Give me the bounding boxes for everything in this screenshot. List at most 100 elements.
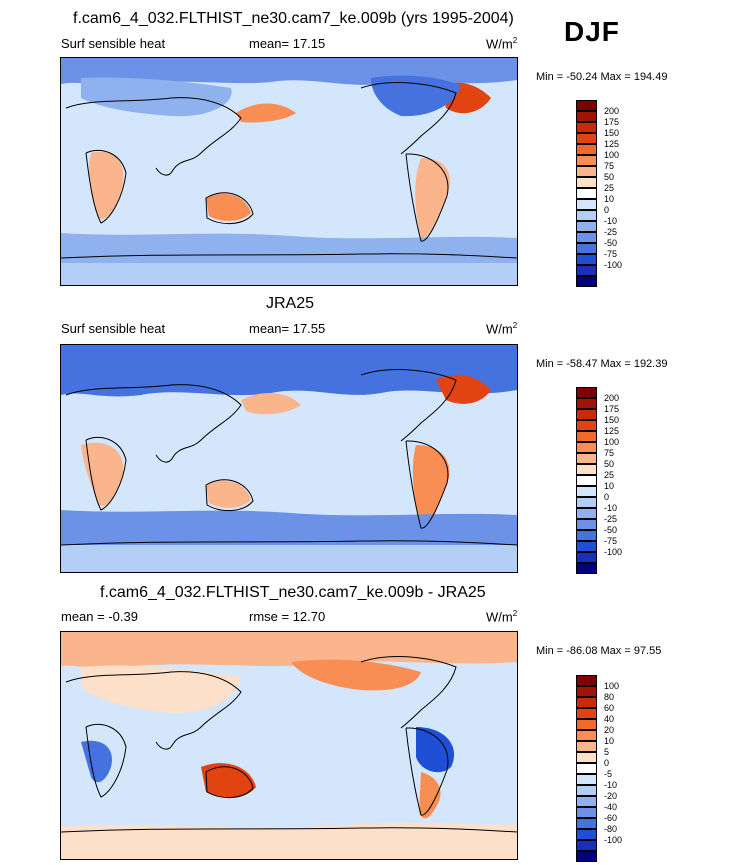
colorbar-swatch: [576, 387, 597, 398]
colorbar-swatch: [576, 563, 597, 574]
colorbar-swatch: [576, 188, 597, 199]
panel-3-rmse-label: rmse = 12.70: [249, 609, 326, 624]
colorbar-swatch: [576, 541, 597, 552]
colorbar-tick-label: 0: [604, 492, 610, 502]
colorbar-tick-label: 60: [604, 703, 615, 713]
colorbar-tick-label: -25: [604, 227, 618, 237]
colorbar-swatch: [576, 508, 597, 519]
colorbar-swatch: [576, 100, 597, 111]
colorbar-swatch: [576, 719, 597, 730]
panel-2-title: JRA25: [266, 295, 315, 312]
colorbar-tick-label: -25: [604, 514, 618, 524]
panel-3-colorbar: 100 80 60 40 20 10 5 0 -5 -10 -20 -40 -60 -80 -100: [576, 675, 636, 862]
colorbar-swatch: [576, 276, 597, 287]
colorbar-swatch: [576, 122, 597, 133]
colorbar-tick-label: -20: [604, 791, 618, 801]
panel-2-map: [60, 344, 518, 573]
colorbar-tick-label: 125: [604, 426, 620, 436]
colorbar-swatch: [576, 818, 597, 829]
colorbar-tick-label: 5: [604, 747, 610, 757]
colorbar-swatch: [576, 807, 597, 818]
panel-2-variable-label: Surf sensible heat: [61, 321, 166, 336]
colorbar-tick-label: 150: [604, 128, 620, 138]
panel-1-map-svg: [61, 58, 517, 285]
panel-3-map: [60, 631, 518, 860]
panel-1-units: W/m2: [486, 36, 518, 52]
colorbar-tick-label: 150: [604, 415, 620, 425]
panel-1-map: [60, 57, 518, 286]
colorbar-swatch: [576, 210, 597, 221]
colorbar-tick-label: 50: [604, 459, 615, 469]
colorbar-tick-label: -100: [604, 835, 623, 845]
colorbar-tick-label: 20: [604, 725, 615, 735]
colorbar-tick-label: -100: [604, 547, 623, 557]
colorbar-swatch: [576, 144, 597, 155]
colorbar-tick-label: -40: [604, 802, 618, 812]
colorbar-swatch: [576, 232, 597, 243]
colorbar-swatch: [576, 796, 597, 807]
colorbar-swatch: [576, 829, 597, 840]
colorbar-swatch: [576, 442, 597, 453]
colorbar-tick-label: 80: [604, 692, 615, 702]
colorbar-tick-label: 10: [604, 736, 615, 746]
colorbar-tick-label: 200: [604, 393, 620, 403]
colorbar-tick-label: 25: [604, 470, 615, 480]
colorbar-tick-label: -50: [604, 238, 618, 248]
colorbar-swatch: [576, 166, 597, 177]
colorbar-swatch: [576, 453, 597, 464]
colorbar-swatch: [576, 431, 597, 442]
colorbar-swatch: [576, 111, 597, 122]
panel-1-title: f.cam6_4_032.FLTHIST_ne30.cam7_ke.009b (…: [73, 10, 514, 27]
colorbar-swatch: [576, 464, 597, 475]
colorbar-swatch: [576, 752, 597, 763]
colorbar-swatch: [576, 530, 597, 541]
colorbar-swatch: [576, 420, 597, 431]
colorbar-tick-label: -75: [604, 249, 618, 259]
colorbar-tick-label: 200: [604, 106, 620, 116]
colorbar-swatch: [576, 486, 597, 497]
colorbar-swatch: [576, 254, 597, 265]
colorbar-swatch: [576, 519, 597, 530]
colorbar-tick-label: 0: [604, 205, 610, 215]
colorbar-tick-label: -5: [604, 769, 613, 779]
colorbar-tick-label: -50: [604, 525, 618, 535]
panel-3-map-svg: [61, 632, 517, 859]
panel-3-minmax: Min = -86.08 Max = 97.55: [536, 645, 662, 657]
colorbar-tick-label: 125: [604, 139, 620, 149]
colorbar-swatch: [576, 497, 597, 508]
colorbar-tick-label: 100: [604, 681, 620, 691]
colorbar-tick-label: -10: [604, 780, 618, 790]
panel-1-mean-label: mean= 17.15: [249, 36, 326, 51]
colorbar-tick-label: 75: [604, 448, 615, 458]
colorbar-tick-label: -60: [604, 813, 618, 823]
panel-2-units: W/m2: [486, 321, 518, 337]
colorbar-tick-label: 100: [604, 150, 620, 160]
colorbar-swatch: [576, 708, 597, 719]
colorbar-tick-label: -10: [604, 503, 618, 513]
colorbar-swatch: [576, 199, 597, 210]
panel-3-title: f.cam6_4_032.FLTHIST_ne30.cam7_ke.009b -…: [100, 584, 486, 601]
colorbar-swatch: [576, 741, 597, 752]
panel-1-variable-label: Surf sensible heat: [61, 36, 166, 51]
colorbar-swatch: [576, 697, 597, 708]
panel-1-minmax: Min = -50.24 Max = 194.49: [536, 71, 668, 83]
panel-2-map-svg: [61, 345, 517, 572]
colorbar-swatch: [576, 763, 597, 774]
colorbar-tick-label: 100: [604, 437, 620, 447]
colorbar-tick-label: -100: [604, 260, 623, 270]
colorbar-swatch: [576, 686, 597, 697]
colorbar-swatch: [576, 851, 597, 862]
colorbar-tick-label: 50: [604, 172, 615, 182]
colorbar-swatch: [576, 552, 597, 563]
colorbar-swatch: [576, 398, 597, 409]
colorbar-swatch: [576, 409, 597, 420]
colorbar-tick-label: 175: [604, 404, 620, 414]
panel-2-colorbar: 200 175 150 125 100 75 50 25 10 0 -10 -25 -50 -75 -100: [576, 387, 636, 574]
panel-3-units: W/m2: [486, 609, 518, 625]
colorbar-tick-label: 75: [604, 161, 615, 171]
colorbar-tick-label: 10: [604, 481, 615, 491]
colorbar-tick-label: 25: [604, 183, 615, 193]
colorbar-swatch: [576, 221, 597, 232]
colorbar-swatch: [576, 243, 597, 254]
colorbar-tick-label: 175: [604, 117, 620, 127]
